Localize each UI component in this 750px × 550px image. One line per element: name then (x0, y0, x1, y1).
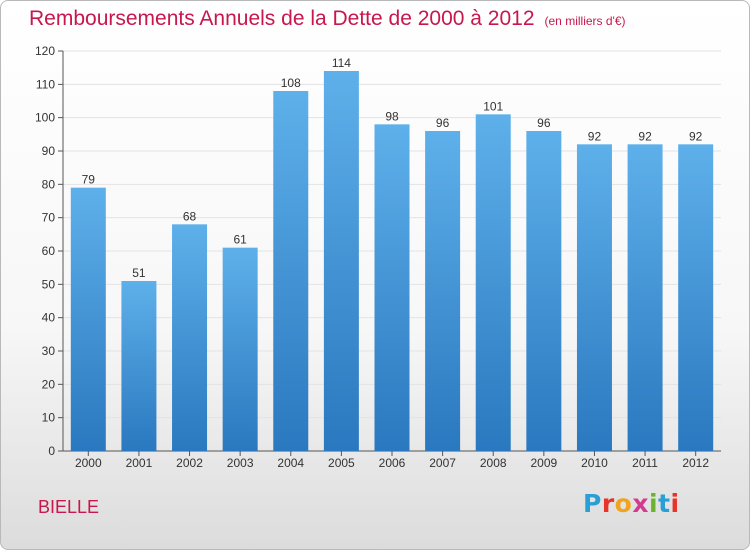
y-tick-label: 0 (48, 444, 55, 458)
bar (172, 224, 208, 451)
proxiti-logo: Proxiti (583, 489, 680, 518)
x-tick-label: 2001 (126, 456, 153, 470)
bar-value-label: 96 (436, 116, 450, 130)
bar-value-label: 101 (483, 99, 503, 113)
logo-letter: o (614, 489, 633, 518)
bar-value-label: 61 (233, 233, 247, 247)
x-tick-label: 2006 (379, 456, 406, 470)
x-tick-label: 2000 (75, 456, 102, 470)
title-text: Remboursements Annuels de la Dette de 20… (29, 7, 535, 30)
logo-letter: i (649, 489, 659, 518)
y-tick-label: 10 (42, 411, 56, 425)
logo-letter: t (658, 489, 671, 518)
y-tick-label: 110 (36, 77, 55, 91)
y-tick-label: 50 (42, 277, 56, 291)
x-tick-label: 2005 (328, 456, 355, 470)
y-tick-label: 80 (42, 177, 56, 191)
x-tick-label: 2008 (480, 456, 507, 470)
bar-value-label: 79 (82, 173, 96, 187)
commune-name: BIELLE (38, 497, 100, 517)
x-tick-label: 2004 (277, 456, 304, 470)
x-tick-label: 2009 (530, 456, 557, 470)
bar-value-label: 98 (385, 109, 399, 123)
logo-letter: P (583, 489, 602, 518)
bar (475, 114, 511, 451)
bar-value-label: 92 (689, 129, 703, 143)
logo-letter: r (601, 489, 615, 518)
bar-value-label: 108 (281, 76, 301, 90)
bar (70, 187, 106, 451)
data-labels: 79 51 68 61 108 114 98 96 101 96 92 92 92 (82, 56, 703, 280)
bar (323, 71, 359, 451)
bar (273, 91, 309, 451)
bar (576, 144, 612, 452)
bar (526, 131, 562, 451)
bar (627, 144, 663, 452)
bar (374, 124, 410, 451)
x-tick-label: 2007 (429, 456, 456, 470)
bars (70, 71, 714, 452)
y-tick-label: 90 (42, 144, 56, 158)
title-unit: (en milliers d'€) (544, 14, 626, 28)
y-tick-label: 100 (35, 111, 55, 125)
bar-value-label: 51 (132, 266, 146, 280)
bar (425, 131, 461, 451)
bar-value-label: 114 (332, 56, 351, 70)
bar-value-label: 96 (537, 116, 551, 130)
y-tick-label: 120 (35, 44, 55, 58)
bar (121, 281, 157, 451)
y-tick-label: 30 (42, 344, 56, 358)
x-tick-label: 2011 (632, 456, 658, 470)
bar-value-label: 68 (183, 209, 197, 223)
bar (222, 247, 258, 451)
x-tick-label: 2002 (176, 456, 203, 470)
y-tick-label: 60 (42, 244, 56, 258)
logo-letter: i (670, 489, 680, 518)
logo-letter: x (632, 489, 649, 518)
x-tick-label: 2003 (227, 456, 254, 470)
y-tick-label: 20 (42, 377, 56, 391)
bar-value-label: 92 (638, 129, 652, 143)
bar (678, 144, 714, 452)
bar-value-label: 92 (588, 129, 602, 143)
y-tick-label: 70 (42, 211, 56, 225)
x-tick-label: 2010 (581, 456, 608, 470)
y-tick-label: 40 (42, 311, 56, 325)
x-tick-label: 2012 (682, 456, 709, 470)
chart-title: Remboursements Annuels de la Dette de 20… (29, 7, 626, 31)
